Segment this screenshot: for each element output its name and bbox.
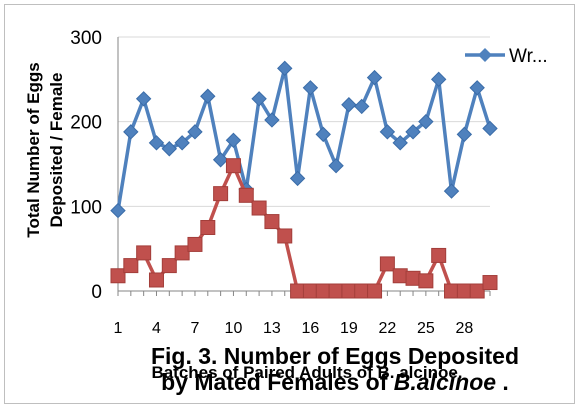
- x-tick-label: 7: [191, 320, 200, 337]
- data-point-square: [431, 247, 447, 263]
- data-point-diamond: [187, 124, 203, 140]
- data-point-diamond: [430, 71, 447, 88]
- data-point-square: [200, 220, 216, 235]
- data-point-diamond: [405, 124, 421, 140]
- data-point-diamond: [289, 170, 306, 187]
- data-point-square: [148, 272, 164, 288]
- series-1-line: [116, 66, 492, 211]
- data-point-square: [367, 283, 383, 299]
- legend-label: Wr...: [509, 46, 548, 67]
- x-tick-label: 4: [152, 320, 161, 337]
- data-point-diamond: [469, 80, 485, 96]
- series-1: [110, 60, 498, 219]
- x-tick-label: 13: [263, 320, 281, 337]
- chart-frame: Total Number of Eggs Deposited / Female 0…: [4, 4, 575, 404]
- x-tick-label: 1: [114, 320, 123, 337]
- caption-prefix: by Mated Females of: [161, 369, 394, 395]
- x-tick-label: 22: [378, 320, 396, 337]
- data-point-diamond: [135, 91, 152, 107]
- caption-suffix: .: [496, 369, 509, 395]
- data-point-square: [174, 245, 190, 261]
- data-point-square: [187, 236, 203, 252]
- data-point-square: [482, 275, 498, 291]
- y-tick-label: 200: [70, 113, 102, 134]
- data-point-square: [277, 228, 293, 244]
- y-axis-title-line1: Total Number of Eggs: [24, 62, 43, 237]
- x-tick-label: 25: [417, 320, 435, 337]
- data-point-square: [290, 283, 306, 299]
- data-point-diamond: [161, 141, 178, 157]
- data-point-diamond: [225, 132, 242, 149]
- x-tick-label: 16: [302, 320, 320, 337]
- data-point-diamond: [302, 80, 319, 96]
- data-point-square: [392, 268, 408, 284]
- x-tick-label: 28: [455, 320, 473, 337]
- data-point-square: [213, 186, 229, 202]
- data-point-diamond: [418, 113, 434, 130]
- x-tick-label: 19: [340, 320, 358, 337]
- data-point-diamond: [456, 126, 473, 143]
- data-point-square: [444, 283, 460, 299]
- y-axis-title-line2: Deposited / Female: [47, 73, 66, 228]
- data-point-square: [264, 214, 280, 230]
- data-point-square: [251, 200, 267, 216]
- data-point-diamond: [341, 97, 357, 113]
- data-point-square: [405, 270, 421, 286]
- data-point-square: [110, 268, 126, 284]
- data-point-diamond: [277, 60, 293, 77]
- data-point-square: [469, 283, 485, 299]
- caption-species: B.alcinoe: [393, 369, 497, 395]
- data-point-diamond: [264, 112, 280, 128]
- y-tick-label: 100: [70, 197, 102, 218]
- legend: Wr...: [465, 46, 548, 67]
- figure-caption-line2: by Mated Females of B.alcinoe .: [95, 369, 575, 395]
- data-point-diamond: [110, 202, 126, 219]
- y-axis-title-group: Total Number of Eggs Deposited / Female: [24, 62, 66, 237]
- legend-marker-diamond: [478, 48, 492, 62]
- data-point-diamond: [315, 126, 331, 143]
- x-tick-labels: 1 4 7 10 13 16 19 22 25 28: [114, 320, 474, 337]
- y-tick-labels: 0 100 200 300: [70, 28, 102, 303]
- y-tick-label: 0: [91, 282, 102, 303]
- series-2: [110, 158, 498, 299]
- x-tick-label: 10: [225, 320, 243, 337]
- data-point-square: [302, 283, 318, 299]
- data-point-square: [456, 283, 472, 299]
- data-point-square: [315, 283, 331, 299]
- data-point-square: [123, 258, 139, 274]
- line-chart: Total Number of Eggs Deposited / Female 0…: [24, 28, 548, 382]
- data-point-diamond: [443, 183, 460, 199]
- data-point-square: [136, 245, 152, 261]
- data-point-diamond: [148, 135, 165, 151]
- data-point-square: [379, 256, 395, 272]
- data-point-diamond: [200, 88, 216, 104]
- data-point-diamond: [212, 152, 229, 168]
- data-point-diamond: [379, 124, 396, 140]
- series-layer: [110, 60, 498, 299]
- data-point-diamond: [354, 98, 370, 115]
- figure-caption-line1: Fig. 3. Number of Eggs Deposited: [150, 343, 520, 369]
- data-point-diamond: [366, 69, 383, 86]
- data-point-square: [354, 283, 370, 299]
- data-point-square: [238, 187, 254, 203]
- data-point-square: [418, 273, 434, 289]
- data-point-diamond: [392, 135, 408, 151]
- data-point-square: [225, 158, 241, 174]
- x-axis-title: Batches of Paired Adults of B. alcinoe.: [151, 363, 462, 382]
- data-point-square: [161, 258, 177, 274]
- data-point-diamond: [123, 124, 139, 140]
- data-point-diamond: [251, 91, 267, 107]
- y-tick-label: 300: [70, 28, 102, 49]
- data-point-diamond: [482, 120, 498, 137]
- data-point-square: [328, 283, 344, 299]
- data-point-diamond: [174, 135, 190, 151]
- data-point-square: [341, 283, 357, 299]
- data-point-diamond: [328, 157, 344, 174]
